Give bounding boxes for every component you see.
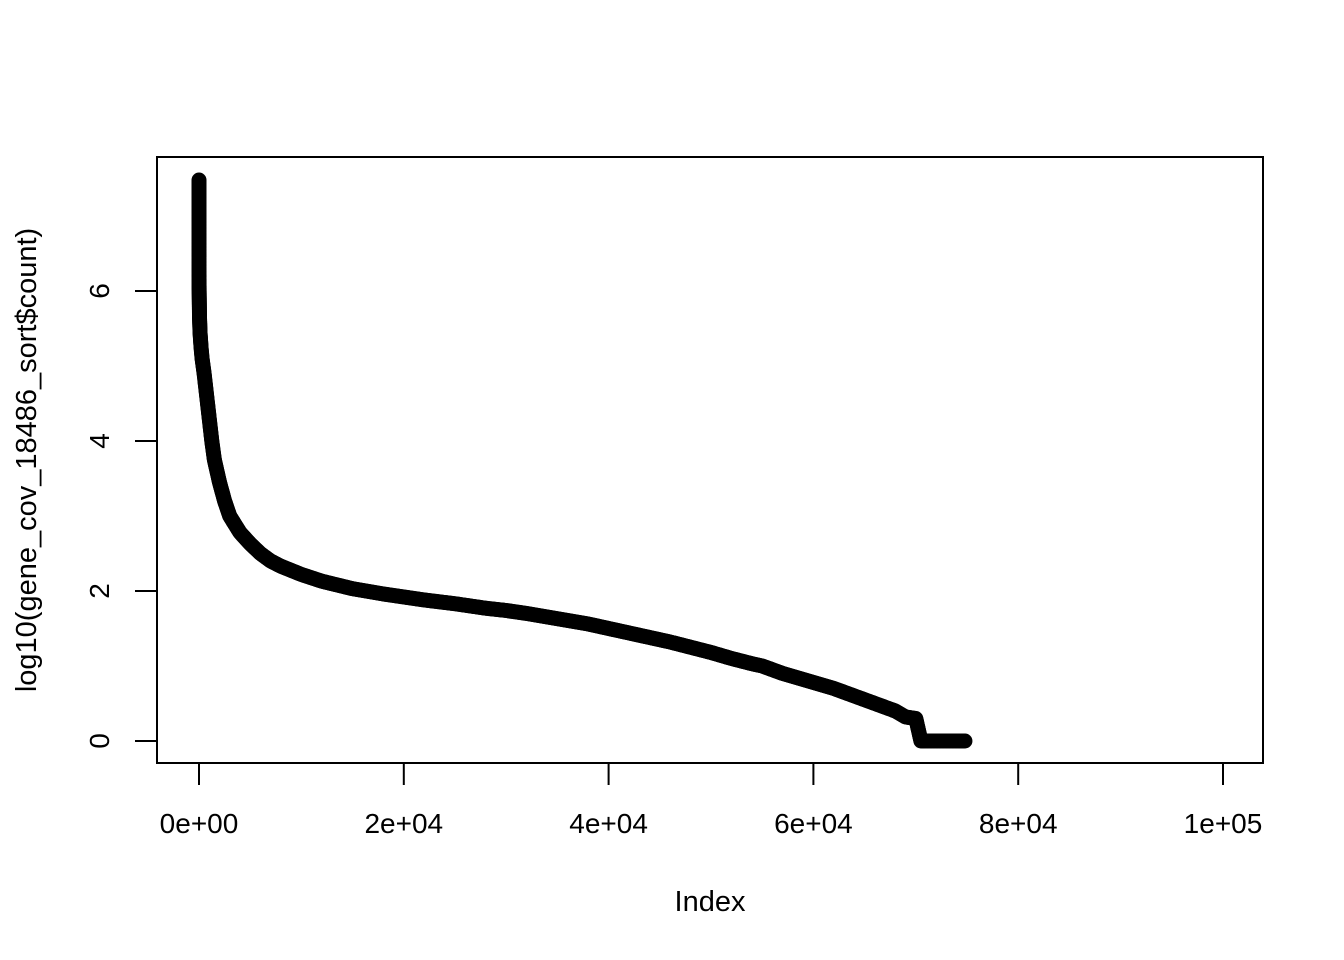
data-point — [642, 630, 658, 645]
data-point — [195, 358, 211, 374]
y-axis-title: log10(gene_cov_18486_sort$count) — [11, 228, 43, 692]
data-point — [957, 733, 973, 749]
data-point — [396, 589, 412, 605]
data-point — [447, 596, 463, 612]
data-point — [703, 645, 719, 660]
data-point — [857, 692, 873, 708]
data-point — [816, 678, 832, 693]
data-point — [345, 581, 361, 597]
data-point — [211, 474, 227, 490]
data-point — [877, 699, 893, 715]
y-tick-label: 0 — [84, 733, 115, 749]
y-tick-label: 6 — [84, 283, 115, 299]
data-point — [201, 411, 217, 426]
x-tick-label: 1e+05 — [1184, 808, 1263, 839]
data-point — [478, 600, 494, 616]
data-point — [662, 634, 678, 650]
data-points — [191, 172, 973, 749]
data-point — [242, 536, 258, 552]
data-point — [836, 684, 852, 700]
data-point — [199, 388, 215, 404]
x-tick-label: 6e+04 — [774, 808, 853, 839]
plot-frame — [156, 156, 1264, 764]
x-tick-label: 0e+00 — [160, 808, 239, 839]
data-point — [826, 681, 842, 696]
data-point — [222, 508, 238, 524]
data-point — [601, 621, 617, 636]
data-point — [754, 658, 770, 674]
data-point — [204, 433, 220, 449]
data-point — [805, 675, 821, 690]
data-point — [795, 672, 811, 687]
data-point — [191, 261, 207, 276]
data-point — [683, 639, 699, 655]
data-point — [375, 586, 391, 602]
data-point — [908, 711, 924, 726]
data-point — [846, 688, 862, 704]
data-point — [918, 733, 934, 749]
data-point — [913, 733, 929, 749]
x-tick-label: 2e+04 — [364, 808, 443, 839]
data-point — [519, 606, 535, 621]
data-point — [744, 656, 760, 672]
data-point — [191, 294, 207, 310]
y-tick-label: 4 — [84, 433, 115, 449]
data-point — [232, 525, 248, 540]
data-point — [273, 558, 289, 574]
x-axis: 0e+00 2e+04 4e+04 6e+04 8e+04 1e+05 — [160, 762, 1263, 839]
data-point — [949, 733, 965, 749]
data-point — [621, 625, 637, 641]
data-point — [939, 733, 955, 749]
data-point — [192, 317, 208, 333]
data-point — [206, 452, 222, 468]
data-point — [416, 592, 432, 608]
data-point — [775, 666, 791, 681]
data-point — [549, 611, 565, 627]
x-tick-label: 4e+04 — [569, 808, 648, 839]
data-point — [193, 332, 209, 348]
data-point — [192, 309, 208, 325]
y-axis: 0 2 4 6 — [84, 283, 158, 749]
data-point — [580, 616, 596, 632]
data-point — [194, 351, 210, 366]
data-point — [191, 172, 207, 188]
data-point — [785, 669, 801, 684]
data-point — [191, 302, 207, 318]
data-point — [898, 709, 914, 725]
data-point — [196, 366, 212, 381]
data-point — [217, 493, 233, 509]
data-point — [191, 277, 207, 293]
data-point — [252, 546, 268, 561]
data-point — [867, 696, 883, 711]
data-point — [192, 324, 208, 340]
data-point — [764, 662, 780, 678]
data-point — [293, 567, 309, 582]
data-point — [191, 287, 207, 303]
data-point — [193, 339, 209, 355]
y-tick-label: 2 — [84, 583, 115, 599]
x-axis-title: Index — [675, 886, 746, 918]
data-point — [498, 603, 514, 618]
data-point — [723, 651, 739, 666]
x-tick-label: 8e+04 — [979, 808, 1058, 839]
data-point — [314, 573, 330, 589]
data-point — [928, 733, 944, 749]
